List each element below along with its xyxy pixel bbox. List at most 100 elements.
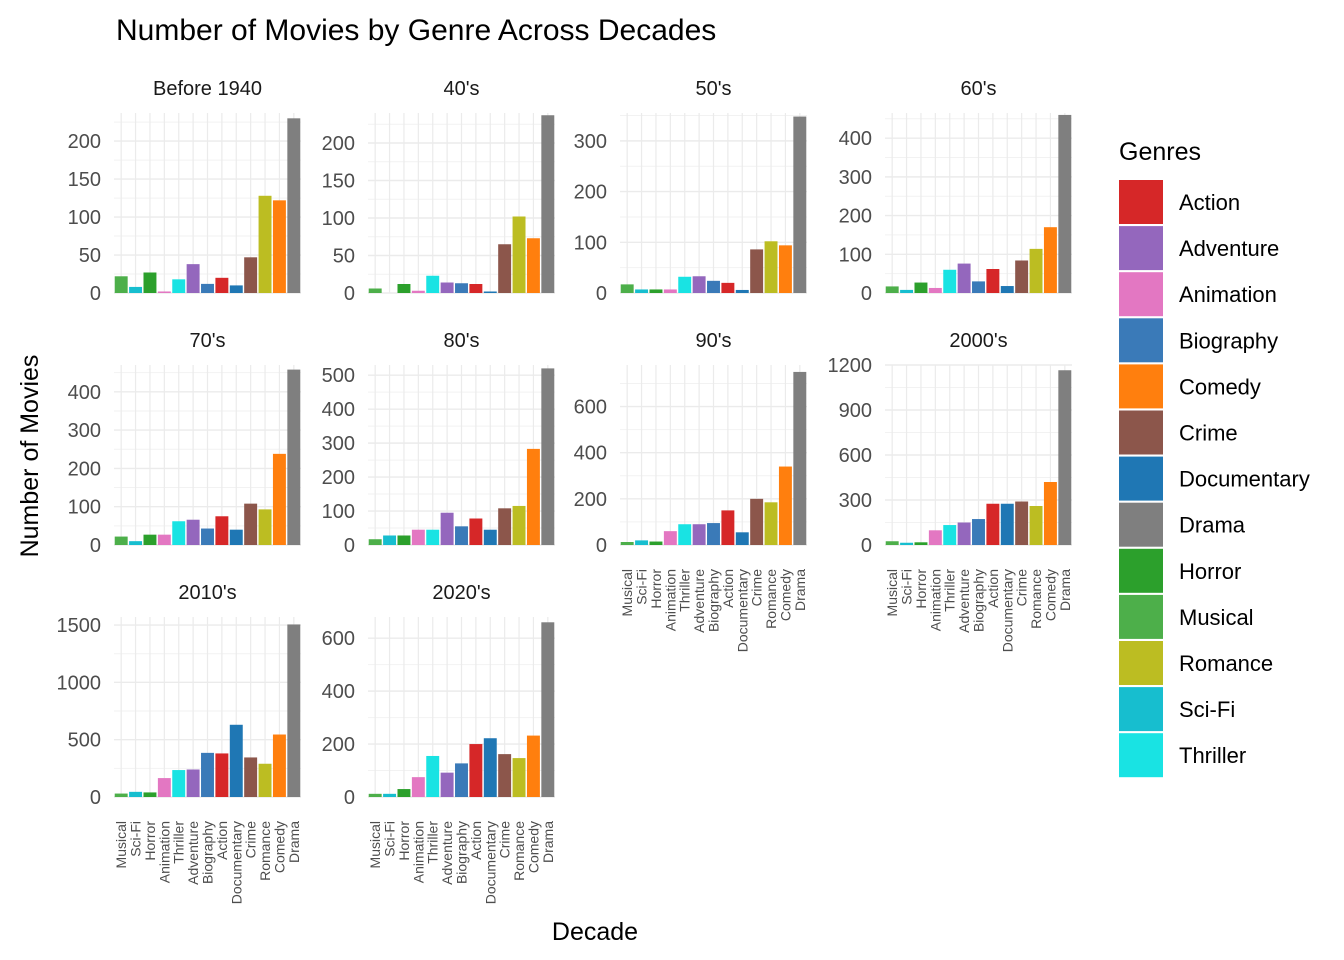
bar-biography-before-1940 [201,283,214,293]
legend-swatch [1119,548,1163,593]
x-tick-label: Action [985,569,1001,608]
x-tick-label: Adventure [185,821,201,885]
x-tick-label: Animation [927,569,943,631]
bar-horror-70-s [143,534,157,545]
x-tick-label: Musical [113,821,129,868]
bar-crime-before-1940 [244,257,258,293]
bar-horror-before-1940 [143,272,157,293]
bar-thriller-80-s [426,529,440,545]
panel-label: Before 1940 [153,78,262,100]
panel-2000-s: 2000's03006009001200MusicalSci-FiHorrorA… [828,330,1073,652]
panel-label: 70's [189,330,225,352]
legend-item-thriller: Thriller [1119,733,1246,778]
bar-horror-80-s [397,535,411,545]
x-tick-label: Sci-Fi [128,821,144,857]
bar-adventure-2000-s [957,522,971,545]
bar-biography-90-s [707,523,720,545]
panel-label: 2000's [949,330,1007,352]
x-tick-label: Animation [410,821,426,883]
bar-adventure-80-s [440,512,454,545]
bar-horror-90-s [649,541,663,545]
bar-crime-90-s [750,498,764,545]
x-tick-label: Animation [662,569,678,631]
panel-label: 80's [443,330,479,352]
legend-item-action: Action [1119,180,1240,224]
legend-item-crime: Crime [1119,410,1238,455]
y-tick-label: 200 [839,206,872,228]
x-tick-label: Horror [648,569,664,609]
bar-sci-fi-80-s [383,535,397,545]
x-tick-label: Action [720,569,736,608]
bar-musical-80-s [368,539,382,545]
y-tick-label: 150 [68,169,101,191]
bar-romance-2000-s [1029,506,1043,545]
bar-action-70-s [215,516,229,545]
bar-crime-2010-s [244,757,258,797]
bar-comedy-2010-s [272,734,286,797]
bar-drama-50-s [793,116,807,294]
bar-action-2000-s [986,503,1000,545]
bar-action-50-s [721,282,735,293]
y-tick-label: 200 [68,458,101,480]
bar-drama-40-s [541,115,555,293]
bar-biography-50-s [707,280,720,293]
bar-drama-80-s [541,368,555,545]
bar-adventure-50-s [692,276,706,293]
bar-musical-before-1940 [114,276,128,293]
bar-comedy-40-s [526,238,540,293]
x-tick-label: Adventure [691,569,707,633]
x-tick-label: Romance [257,821,273,881]
panel-label: 50's [695,78,731,100]
bar-comedy-2000-s [1043,482,1057,545]
bar-documentary-90-s [735,532,749,545]
bar-crime-40-s [498,244,512,293]
legend-label: Horror [1179,559,1241,584]
legend-item-documentary: Documentary [1119,456,1310,501]
y-tick-label: 100 [839,244,872,266]
y-tick-label: 600 [839,445,872,467]
bar-drama-90-s [793,371,807,545]
y-tick-label: 200 [322,133,355,155]
y-tick-label: 0 [344,535,355,557]
bar-animation-60-s [928,287,942,293]
x-tick-label: Thriller [677,569,693,612]
bar-documentary-40-s [483,291,497,293]
x-tick-label: Romance [511,821,527,881]
legend-swatch [1119,687,1163,732]
x-tick-label: Drama [1057,569,1073,611]
legend-swatch [1119,180,1163,224]
y-tick-label: 200 [322,734,355,756]
bar-crime-60-s [1015,260,1029,293]
bar-comedy-80-s [526,448,540,545]
panel-label: 90's [695,330,731,352]
bar-action-2010-s [215,753,229,797]
x-tick-label: Thriller [942,569,958,612]
x-tick-label: Romance [763,569,779,629]
x-tick-label: Musical [884,569,900,616]
bar-musical-90-s [620,542,634,545]
y-tick-label: 300 [68,420,101,442]
x-tick-label: Documentary [999,569,1015,652]
legend-label: Comedy [1179,374,1261,399]
bar-adventure-70-s [186,519,200,545]
legend-swatch [1119,226,1163,271]
legend-items: Action Adventure Animation Biography Comedy C… [1119,180,1310,778]
bar-musical-40-s [368,288,382,293]
legend-item-comedy: Comedy [1119,364,1261,409]
bar-biography-2010-s [201,752,214,797]
panel-label: 2010's [178,582,236,604]
y-tick-label: 300 [574,131,607,153]
x-tick-label: Romance [1028,569,1044,629]
panel-label: 60's [960,78,996,100]
bar-drama-2000-s [1058,370,1072,545]
bar-documentary-60-s [1000,286,1014,293]
y-tick-label: 0 [861,535,872,557]
bar-crime-2000-s [1015,501,1029,545]
legend-item-romance: Romance [1119,641,1273,685]
x-tick-label: Documentary [734,569,750,652]
bar-thriller-before-1940 [172,279,186,293]
y-tick-label: 1200 [828,355,873,377]
panel-80-s: 80's 0 100 200 300 400 500 [322,330,555,557]
panel-40-s: 40's 0 50 100 150 200 [322,78,555,305]
x-tick-label: Action [214,821,230,860]
